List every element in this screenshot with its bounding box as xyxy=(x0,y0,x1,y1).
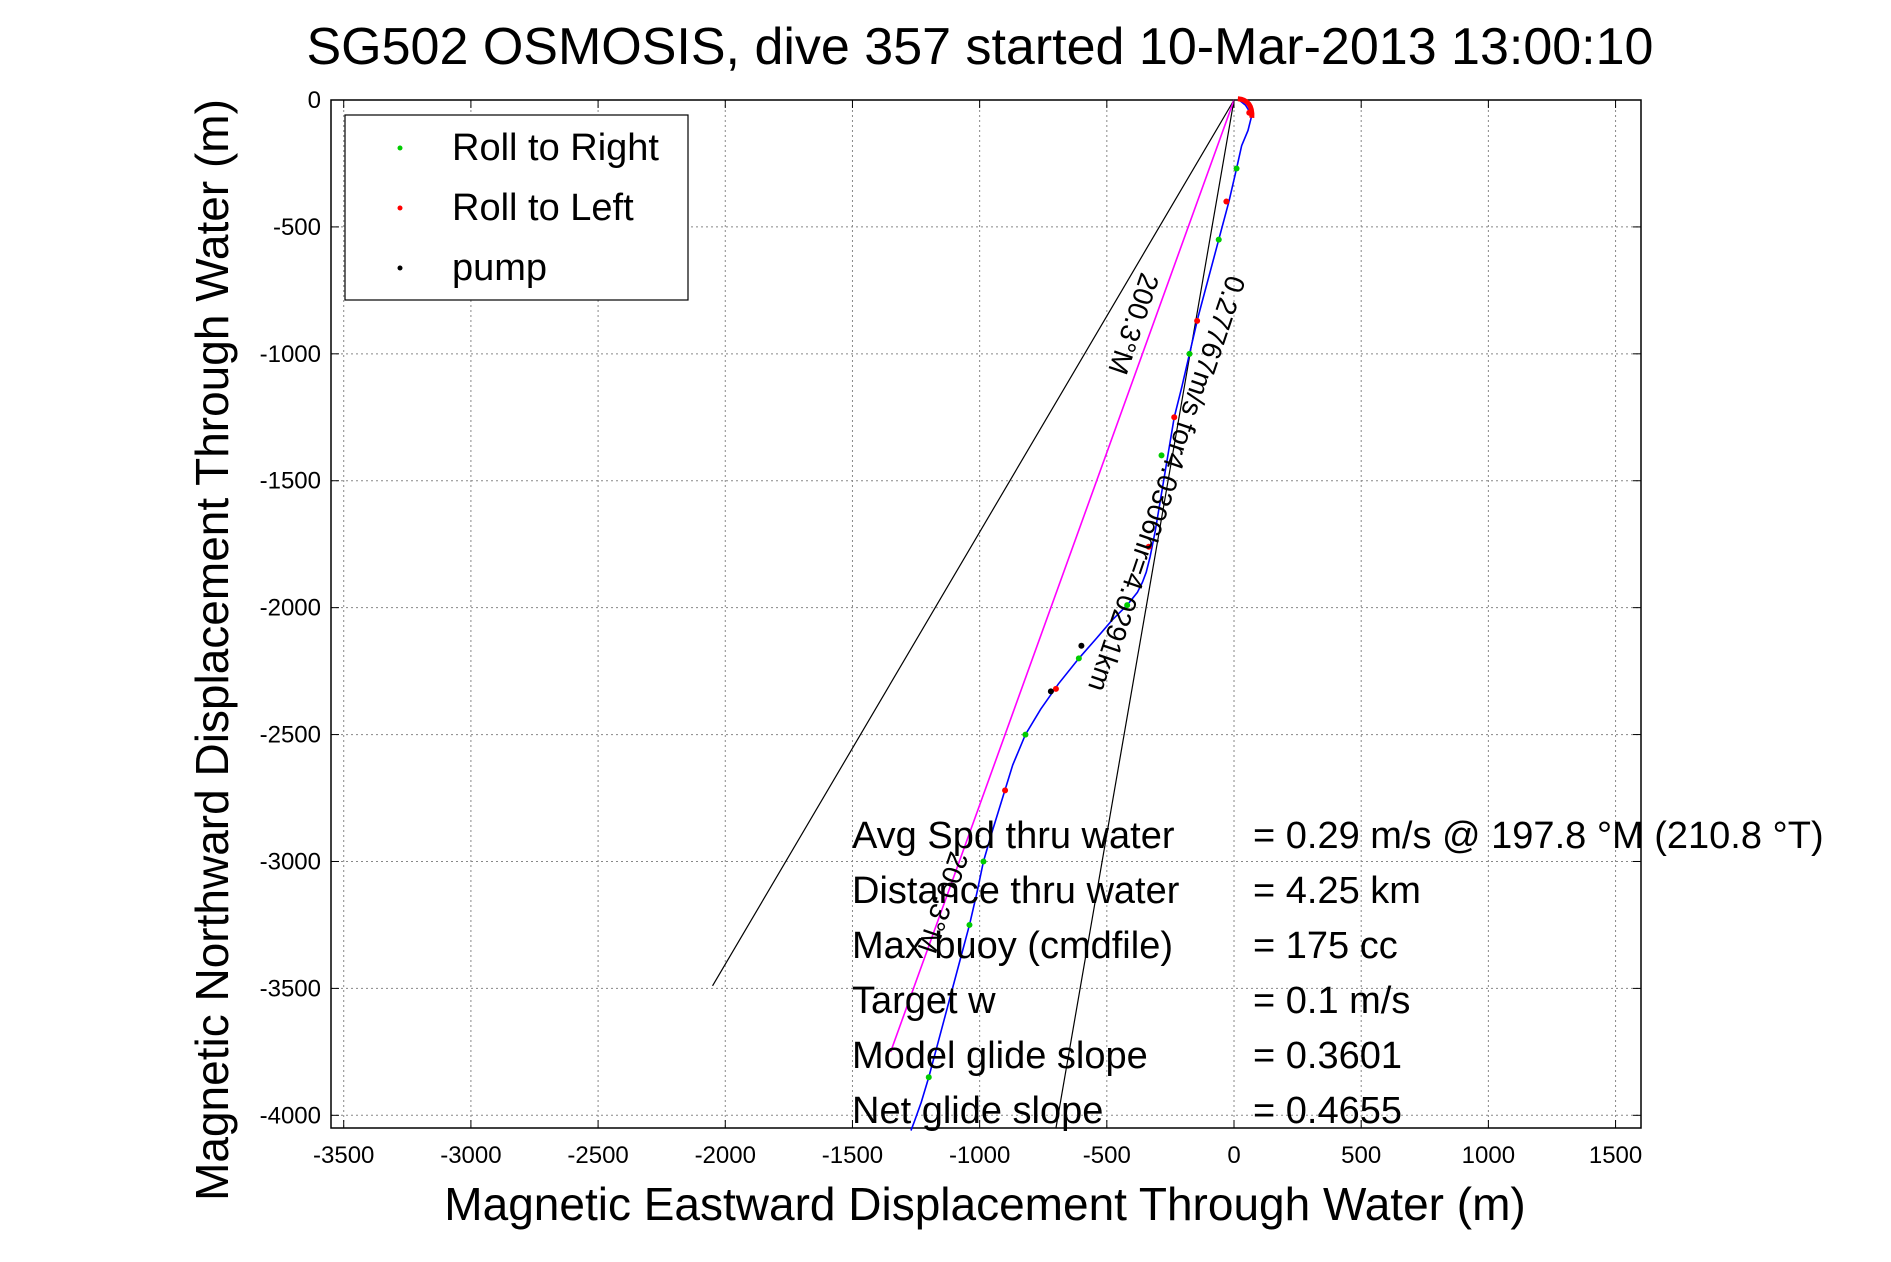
marker-point xyxy=(1145,543,1152,550)
y-tick-label: -1500 xyxy=(260,468,321,495)
series-line-track xyxy=(910,99,1253,1131)
marker-point xyxy=(1052,685,1059,692)
series-lines xyxy=(889,99,1253,1131)
stat-value: = 0.3601 xyxy=(1253,1035,1402,1077)
legend-label: Roll to Right xyxy=(452,127,659,169)
marker-point xyxy=(1186,350,1193,357)
marker-point xyxy=(966,921,973,928)
x-tick-label: -2000 xyxy=(695,1142,756,1169)
y-tick-label: -1000 xyxy=(260,341,321,368)
marker-point xyxy=(1158,452,1165,459)
plot-frame xyxy=(330,99,1642,1129)
stat-label: Net glide slope xyxy=(852,1090,1103,1132)
x-axis-label: Magnetic Eastward Displacement Through W… xyxy=(444,1178,1525,1230)
x-tick-label: -3500 xyxy=(313,1142,374,1169)
marker-point xyxy=(1075,655,1082,662)
y-tick-label: -2500 xyxy=(260,722,321,749)
legend-marker xyxy=(397,145,403,151)
grid xyxy=(331,99,1641,1128)
legend-marker xyxy=(397,265,403,271)
marker-point xyxy=(1171,414,1178,421)
y-tick-label: 0 xyxy=(308,87,321,114)
y-ticks: 0 -500 -1000 -1500 -2000 -2500 -3000 -3500 -4000 xyxy=(260,87,1641,1129)
stat-label: Avg Spd thru water xyxy=(852,815,1175,857)
stat-value: = 175 cc xyxy=(1253,925,1398,967)
y-tick-label: -3500 xyxy=(260,975,321,1002)
guide-lines xyxy=(712,99,1235,1129)
x-tick-label: -1000 xyxy=(949,1142,1010,1169)
guide-line xyxy=(712,99,1235,987)
markers xyxy=(925,96,1255,1081)
stat-label: Target w xyxy=(852,980,996,1022)
marker-point xyxy=(1194,317,1201,324)
marker-point xyxy=(1022,731,1029,738)
x-tick-label: -500 xyxy=(1083,1142,1131,1169)
x-tick-label: -2500 xyxy=(567,1142,628,1169)
legend: Roll to Right Roll to Left pump xyxy=(344,114,689,301)
chart-title: SG502 OSMOSIS, dive 357 started 10-Mar-2… xyxy=(307,18,1654,76)
y-tick-label: -500 xyxy=(273,214,321,241)
stat-value: = 0.4655 xyxy=(1253,1090,1402,1132)
stat-label: Model glide slope xyxy=(852,1035,1148,1077)
surface-arc xyxy=(1237,96,1255,118)
marker-point xyxy=(1223,198,1230,205)
y-axis-label: Magnetic Northward Displacement Through … xyxy=(186,99,238,1201)
marker-point xyxy=(980,858,987,865)
x-tick-label: 1500 xyxy=(1589,1142,1642,1169)
marker-point xyxy=(1124,602,1131,609)
x-tick-label: -3000 xyxy=(440,1142,501,1169)
y-tick-label: -2000 xyxy=(260,595,321,622)
track-annotation: 0.27767m/s for4.0306hr=4.0291km xyxy=(1082,272,1251,696)
stat-label: Distance thru water xyxy=(852,870,1180,912)
series-line-model xyxy=(889,99,1235,1053)
marker-point xyxy=(1078,642,1085,649)
marker-point xyxy=(1047,688,1054,695)
stats-box: Avg Spd thru water = 0.29 m/s @ 197.8 °M … xyxy=(852,815,1824,1132)
stat-value: = 0.1 m/s xyxy=(1253,980,1410,1022)
x-tick-label: 500 xyxy=(1341,1142,1381,1169)
marker-point xyxy=(925,1074,932,1081)
marker-point xyxy=(1233,165,1240,172)
track-annotation: 200.3°M xyxy=(1102,269,1165,378)
x-ticks: -3500 -3000 -2500 -2000 -1500 -1000 -500 0 500 10… xyxy=(313,100,1642,1169)
x-tick-label: 0 xyxy=(1227,1142,1240,1169)
legend-label: Roll to Left xyxy=(452,187,634,229)
marker-point xyxy=(1215,236,1222,243)
legend-marker xyxy=(397,205,403,211)
y-tick-label: -3000 xyxy=(260,848,321,875)
stat-value: = 4.25 km xyxy=(1253,870,1421,912)
marker-point xyxy=(1002,787,1009,794)
stat-value: = 0.29 m/s @ 197.8 °M (210.8 °T) xyxy=(1253,815,1824,857)
x-tick-label: -1500 xyxy=(822,1142,883,1169)
guide-line xyxy=(1055,99,1235,1129)
y-tick-label: -4000 xyxy=(260,1102,321,1129)
x-tick-label: 1000 xyxy=(1462,1142,1515,1169)
legend-label: pump xyxy=(452,247,547,289)
stat-label: Max buoy (cmdfile) xyxy=(852,925,1173,967)
